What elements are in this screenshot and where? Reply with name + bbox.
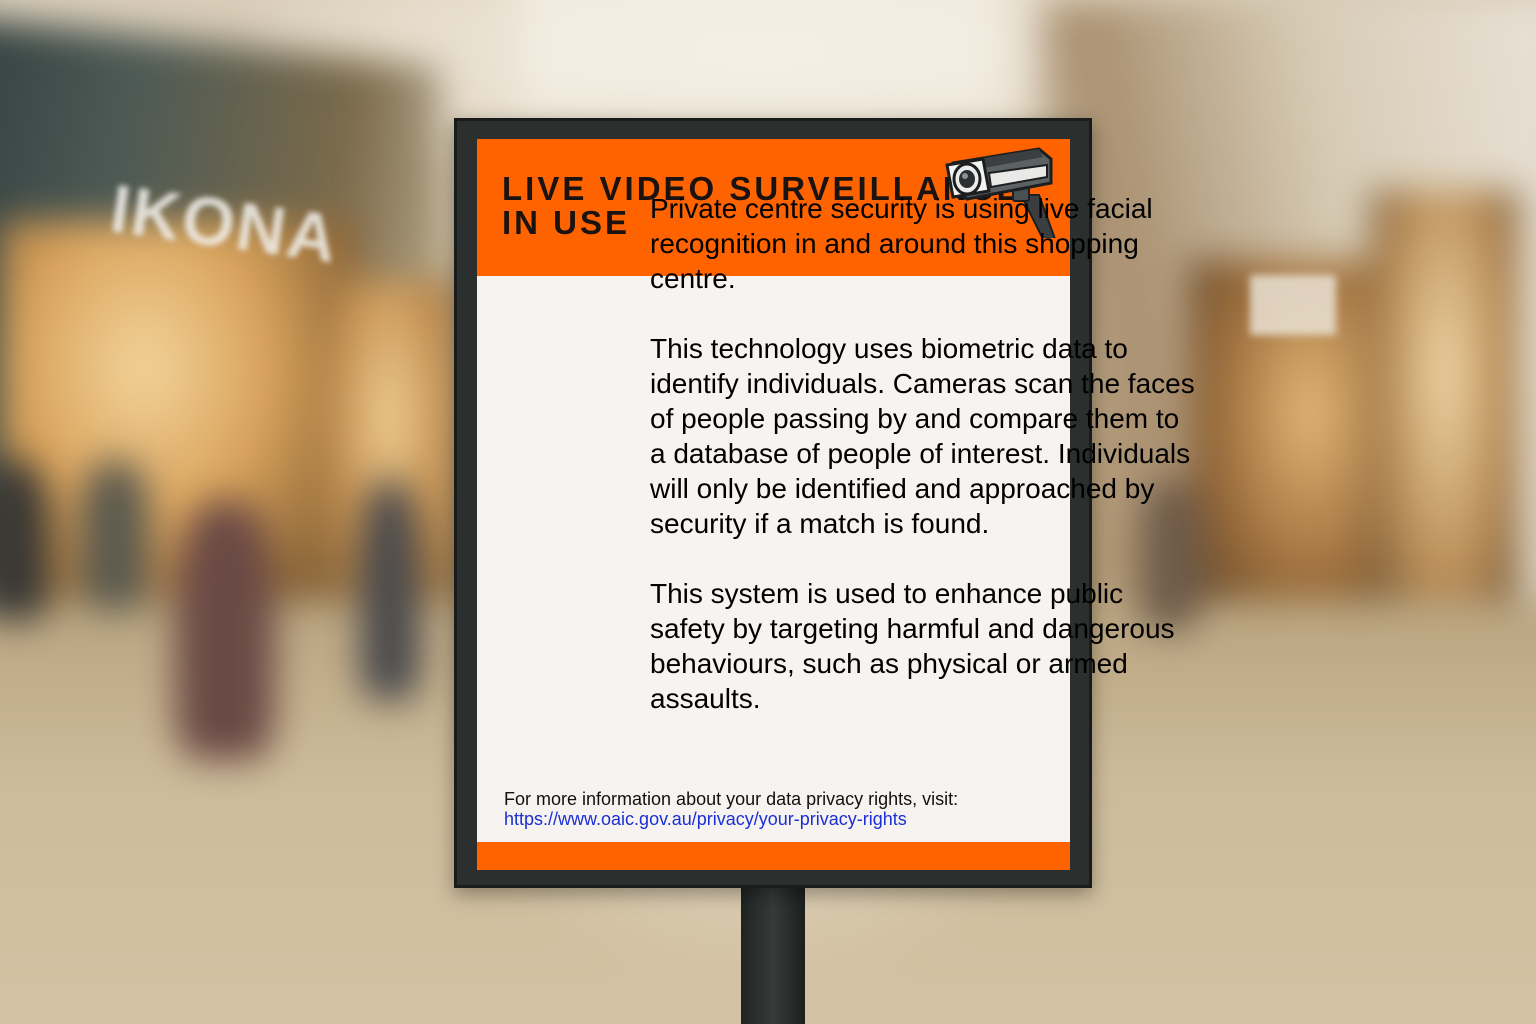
sign-paragraph-1: Private centre security is using live fa… xyxy=(650,193,1153,294)
shopper-silhouette xyxy=(1140,480,1200,630)
sign-body: Private centre security is using live fa… xyxy=(650,191,1195,751)
shopper-silhouette xyxy=(80,460,150,610)
shopper-silhouette xyxy=(175,500,275,760)
privacy-rights-link[interactable]: https://www.oaic.gov.au/privacy/your-pri… xyxy=(504,809,907,829)
sign-footer: For more information about your data pri… xyxy=(504,789,1044,829)
skylight xyxy=(520,0,1000,110)
right-storefront-2 xyxy=(1370,190,1520,650)
store-sign-right xyxy=(1250,275,1336,335)
sign-post xyxy=(741,886,805,1024)
cctv-camera-icon xyxy=(945,147,1056,238)
footer-text: For more information about your data pri… xyxy=(504,789,959,809)
sign-paragraph-2: This technology uses biometric data to i… xyxy=(650,333,1195,539)
shopper-silhouette xyxy=(360,480,420,700)
sign-title: LIVE VIDEO SURVEILLANCE IN USE xyxy=(502,170,1022,241)
sign-paragraph-3: This system is used to enhance public sa… xyxy=(650,578,1175,714)
sign-face: LIVE VIDEO SURVEILLANCE IN USE Private c… xyxy=(477,139,1195,870)
sign-bottom-bar xyxy=(477,842,1070,870)
sign-header: LIVE VIDEO SURVEILLANCE IN USE xyxy=(477,139,1070,276)
shopper-silhouette xyxy=(0,460,50,620)
